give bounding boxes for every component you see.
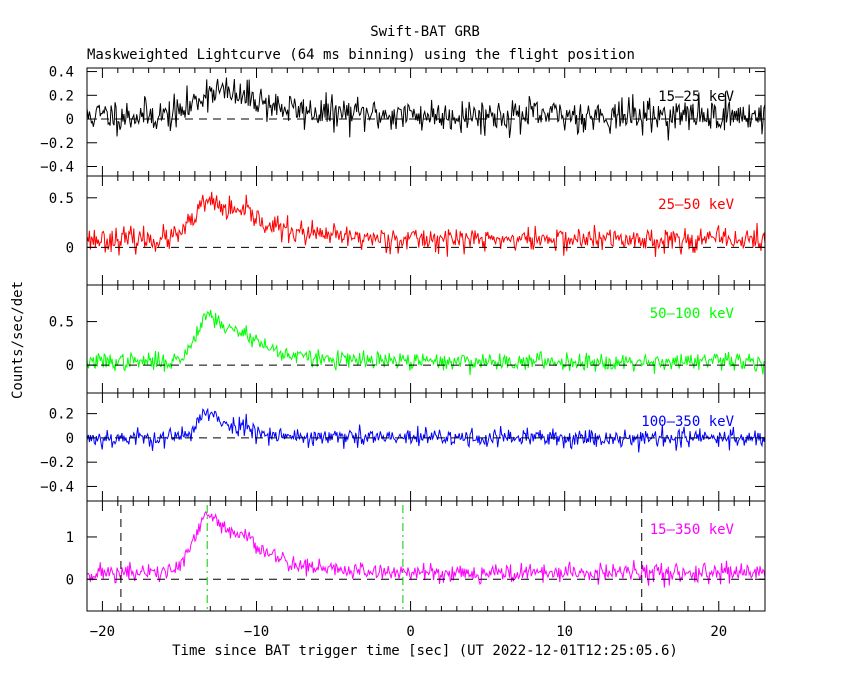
chart-subtitle: Maskweighted Lightcurve (64 ms binning) … bbox=[87, 47, 635, 63]
panel-5: 0 1 15–350 keV bbox=[66, 500, 766, 612]
panel-frame bbox=[86, 284, 766, 394]
x-tick-label: 0 bbox=[406, 624, 414, 640]
y-tick-label: 0.5 bbox=[49, 191, 74, 207]
x-tick-label: 10 bbox=[556, 624, 573, 640]
x-tick-label: 20 bbox=[710, 624, 727, 640]
series-line-4 bbox=[87, 407, 765, 453]
y-tick-label: −0.2 bbox=[40, 136, 74, 152]
series-line-5 bbox=[87, 510, 765, 588]
series-line-3 bbox=[87, 309, 765, 376]
y-tick-label: −0.4 bbox=[40, 479, 74, 495]
y-tick-label: 0.5 bbox=[49, 315, 74, 331]
y-tick-label: 0.2 bbox=[49, 88, 74, 104]
y-tick-label: 0 bbox=[66, 112, 74, 128]
panel-4: −0.4 −0.2 0 0.2 100–350 keV bbox=[40, 392, 766, 502]
panel-label: 100–350 keV bbox=[641, 414, 734, 430]
panel-3: 0 0.5 50–100 keV bbox=[49, 284, 766, 394]
x-axis-label: Time since BAT trigger time [sec] (UT 20… bbox=[172, 643, 678, 659]
y-tick-label: −0.4 bbox=[40, 160, 74, 176]
series-line-2 bbox=[87, 191, 765, 257]
series-line-1 bbox=[87, 77, 765, 141]
y-tick-label: 0 bbox=[66, 358, 74, 374]
y-tick-label: 1 bbox=[66, 530, 74, 546]
y-tick-label: 0.2 bbox=[49, 407, 74, 423]
y-tick-label: 0 bbox=[66, 431, 74, 447]
panel-label: 25–50 keV bbox=[658, 197, 734, 213]
y-tick-label: −0.2 bbox=[40, 455, 74, 471]
y-tick-label: 0 bbox=[66, 572, 74, 588]
panel-frame bbox=[86, 500, 766, 612]
panel-label: 50–100 keV bbox=[650, 306, 735, 322]
panels-group: −0.4 −0.2 0 0.2 0.4 15–25 keV 0 0.5 25–50 keV 0 0.… bbox=[40, 65, 766, 640]
y-tick-label: 0 bbox=[66, 240, 74, 256]
y-axis-label: Counts/sec/det bbox=[10, 281, 26, 399]
x-tick-label: −10 bbox=[244, 624, 269, 640]
panel-frame bbox=[86, 175, 766, 286]
x-tick-label: −20 bbox=[90, 624, 115, 640]
panel-1: −0.4 −0.2 0 0.2 0.4 15–25 keV bbox=[40, 65, 766, 177]
panel-frame bbox=[86, 67, 766, 177]
panel-label: 15–350 keV bbox=[650, 522, 735, 538]
panel-2: 0 0.5 25–50 keV bbox=[49, 175, 766, 286]
panel-frame bbox=[86, 392, 766, 502]
y-tick-label: 0.4 bbox=[49, 65, 74, 81]
chart-title: Swift-BAT GRB bbox=[370, 24, 480, 40]
panel-label: 15–25 keV bbox=[658, 89, 734, 105]
